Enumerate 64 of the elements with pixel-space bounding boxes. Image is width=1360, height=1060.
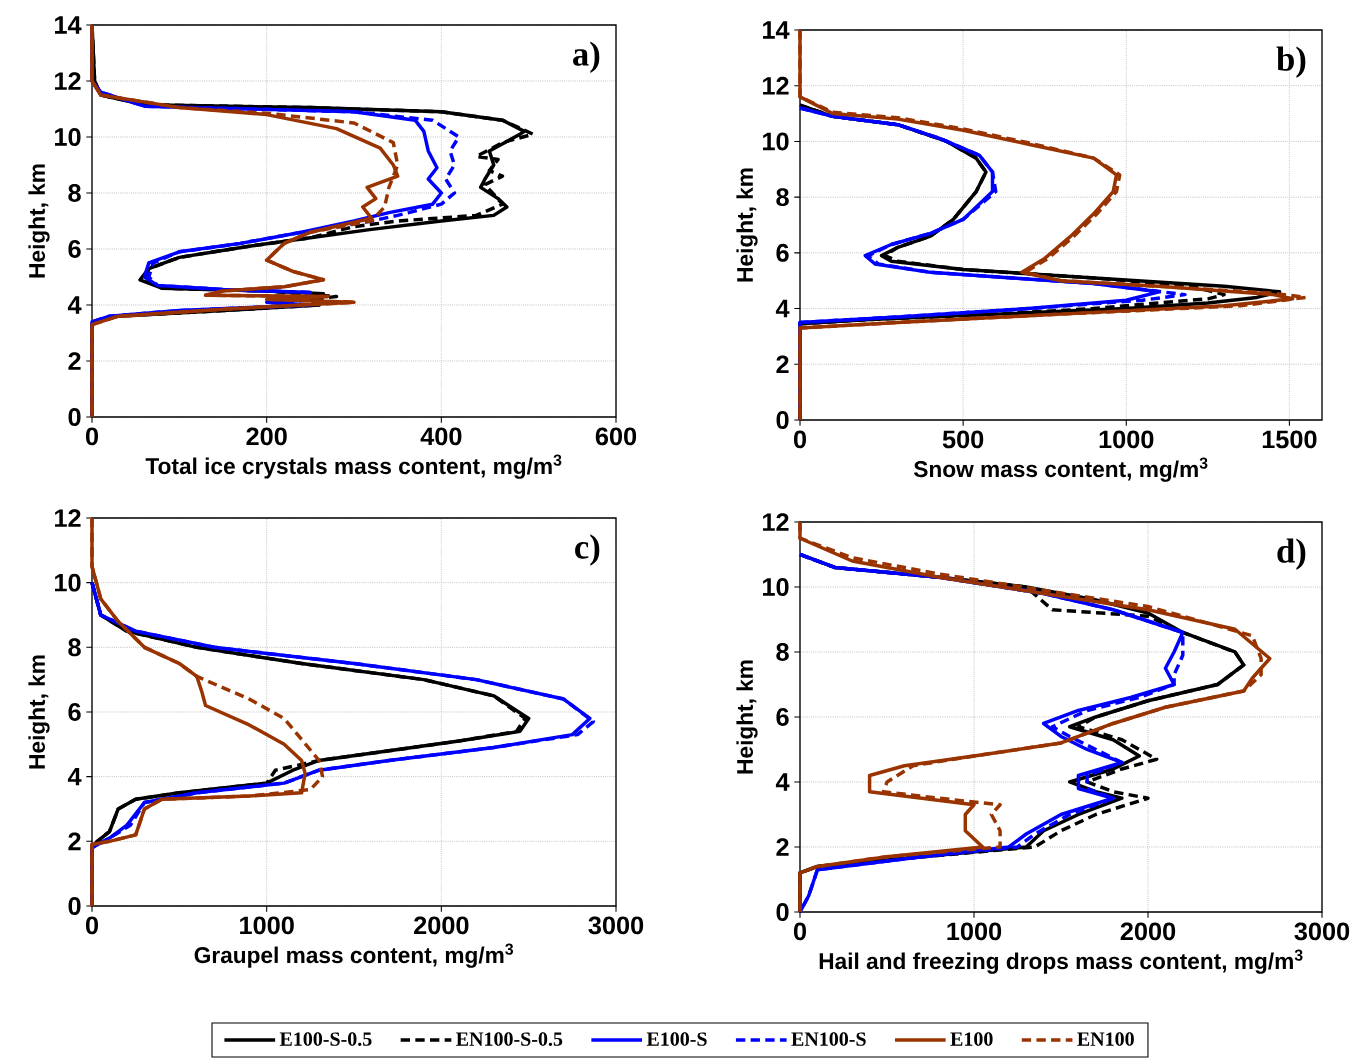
y-tick-label: 12 [55, 72, 81, 90]
y-tick-label: 10 [763, 132, 789, 151]
y-axis-title: Height, km [28, 164, 50, 278]
x-tick-label: 0 [85, 427, 99, 446]
y-tick-label: 10 [55, 573, 81, 592]
y-tick-label: 0 [68, 897, 81, 915]
y-axis-title: Height, km [736, 168, 758, 282]
x-tick-label: 400 [420, 427, 462, 446]
annotation: b) [1276, 46, 1306, 78]
x-tick-label: 1000 [240, 916, 294, 935]
legend-label: EN100 [1077, 1032, 1134, 1046]
y-tick-label: 12 [55, 509, 81, 527]
y-tick-label: 4 [67, 296, 82, 314]
x-tick-label: 1000 [1099, 430, 1154, 449]
annotation: a) [573, 41, 600, 73]
legend-label: EN100-S-0.5 [456, 1032, 563, 1046]
y-tick-label: 4 [67, 767, 82, 786]
y-tick-label: 2 [776, 355, 789, 374]
y-tick-label: 8 [68, 184, 81, 202]
y-tick-label: 2 [776, 838, 789, 856]
legend-label: E100 [950, 1032, 993, 1046]
x-tick-label: 2000 [1120, 922, 1176, 941]
y-tick-label: 0 [776, 411, 789, 429]
y-tick-label: 4 [775, 299, 790, 318]
y-tick-label: 6 [68, 240, 81, 258]
y-tick-label: 12 [763, 76, 789, 95]
x-tick-label: 1000 [947, 922, 1002, 941]
y-tick-label: 14 [55, 16, 82, 34]
y-tick-label: 10 [55, 128, 81, 146]
annotation: c) [575, 534, 600, 566]
x-tick-label: 0 [793, 430, 807, 449]
x-axis-title: Graupel mass content, mg/m$^{3}$ [194, 943, 514, 968]
x-tick-label: 200 [246, 427, 287, 446]
y-tick-label: 6 [776, 243, 789, 262]
x-tick-label: 3000 [588, 916, 644, 935]
x-tick-label: 500 [942, 430, 984, 449]
y-tick-label: 10 [763, 578, 789, 596]
legend-label: E100-S-0.5 [279, 1032, 372, 1046]
y-tick-label: 8 [68, 638, 81, 657]
y-tick-label: 2 [68, 352, 81, 370]
y-tick-label: 6 [68, 703, 81, 721]
y-axis-title: Height, km [28, 655, 50, 769]
legend-label: EN100-S [791, 1032, 866, 1046]
y-tick-label: 0 [776, 903, 789, 921]
x-tick-label: 1500 [1262, 430, 1317, 449]
x-axis-title: Snow mass content, mg/m$^{3}$ [913, 457, 1208, 482]
x-tick-label: 0 [793, 922, 806, 941]
y-tick-label: 0 [68, 408, 81, 426]
x-axis-title: Hail and freezing drops mass content, mg/m$^{3}$ [819, 949, 1303, 974]
y-tick-label: 8 [776, 643, 789, 661]
y-tick-label: 4 [775, 773, 790, 791]
y-tick-label: 6 [776, 708, 789, 726]
annotation: d) [1277, 538, 1306, 570]
y-tick-label: 2 [68, 832, 81, 851]
x-tick-label: 600 [595, 427, 637, 446]
y-axis-title: Height, km [736, 660, 758, 774]
x-tick-label: 3000 [1294, 922, 1350, 941]
y-tick-label: 8 [776, 188, 789, 207]
y-tick-label: 12 [763, 513, 789, 531]
x-axis-title: Total ice crystals mass content, mg/m$^{3}$ [145, 454, 562, 479]
legend-label: E100-S [646, 1032, 707, 1046]
x-tick-label: 0 [85, 916, 99, 935]
x-tick-label: 2000 [414, 916, 469, 935]
y-tick-label: 14 [763, 21, 790, 39]
